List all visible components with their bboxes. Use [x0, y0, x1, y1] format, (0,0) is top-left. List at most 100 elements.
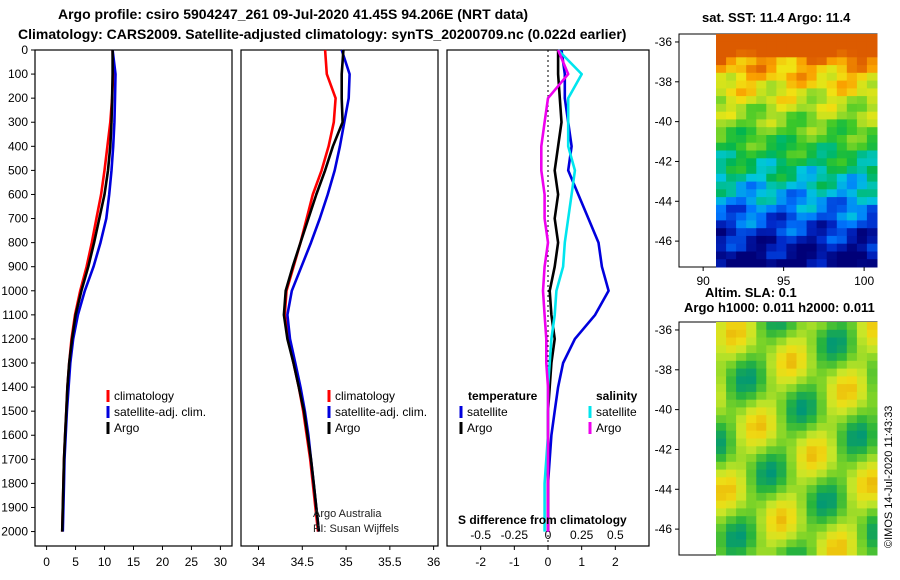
sst-cell [816, 127, 828, 136]
sst-cell [796, 228, 808, 237]
sla-cell [786, 492, 797, 502]
sst-cell [756, 88, 767, 97]
sst-cell [726, 119, 737, 128]
sst-cell [816, 251, 828, 260]
sla-cell [836, 329, 848, 339]
sst-cell [756, 57, 767, 66]
sla-cell [786, 500, 797, 509]
sst-cell [806, 80, 818, 89]
temperature-x-tick-label: 10 [98, 555, 112, 569]
sla-cell [746, 368, 757, 377]
sst-cell [786, 251, 797, 260]
sla-cell [716, 508, 727, 517]
sla-cell [776, 485, 787, 494]
sla-cell [726, 353, 737, 362]
sla-cell [856, 360, 868, 370]
sst-cell [776, 119, 787, 128]
sla-cell [816, 407, 828, 416]
sst-cell [756, 135, 767, 144]
sst-cell [736, 235, 747, 245]
sla-cell [796, 407, 808, 416]
sst-cell [836, 80, 848, 89]
sst-cell [716, 220, 727, 229]
sst-cell [856, 96, 868, 105]
difference-tick-label: 1 [578, 555, 585, 569]
sla-cell [826, 461, 838, 471]
sla-cell [786, 485, 797, 494]
sst-cell [786, 72, 797, 82]
sla-cell [726, 477, 737, 486]
credit-pi: PI: Susan Wijffels [313, 523, 399, 535]
sla-cell [726, 516, 737, 525]
sst-cell [846, 127, 858, 136]
depth-tick-label: 300 [8, 115, 28, 129]
sla-cell [826, 407, 838, 416]
sst-cell [796, 204, 808, 214]
sst-cell [806, 111, 818, 120]
sst-cell [796, 88, 808, 97]
salinity-diff-tick-label: -0.5 [470, 528, 491, 542]
sla-cell [846, 353, 858, 362]
sst-cell [856, 65, 868, 74]
sst-cell [816, 220, 828, 229]
sla-cell [756, 376, 767, 385]
sst-cell [736, 204, 747, 214]
sla-cell [716, 523, 727, 533]
salinity-legend: climatology satellite-adj. clim. Argo [327, 389, 427, 435]
sst-cell [726, 197, 737, 206]
sst-cell [776, 251, 787, 260]
sst-cell [846, 197, 858, 206]
sst-cell [856, 212, 868, 221]
sla-cell [756, 423, 767, 432]
sst-cell [846, 158, 858, 167]
sla-cell [866, 430, 878, 439]
sla-cell [866, 539, 878, 548]
sst-cell [816, 259, 828, 268]
sla-cell [846, 322, 858, 331]
sst-cell [796, 150, 808, 159]
sla-cell [816, 492, 828, 502]
sla-cell [856, 461, 868, 471]
sla-cell [756, 391, 767, 401]
sst-cell [796, 181, 808, 190]
sla-cell [746, 376, 757, 385]
sla-cell [766, 438, 777, 447]
sla-cell [826, 384, 838, 393]
sst-cell [816, 72, 828, 82]
sla-cell [806, 531, 818, 540]
sst-cell [746, 41, 757, 51]
sla-cell [806, 547, 818, 556]
sla-cell [716, 539, 727, 548]
sla-cell [746, 391, 757, 401]
difference-legend: temperature satellite Argo salinity sate… [459, 389, 638, 435]
sla-cell [826, 337, 838, 346]
sla-cell [866, 399, 878, 408]
sst-cell [756, 212, 767, 221]
sst-cell [856, 259, 868, 268]
sst-cell [806, 251, 818, 260]
sst-cell [726, 251, 737, 260]
sla-cell [866, 469, 878, 478]
sst-cell [776, 204, 787, 214]
sla-cell [756, 485, 767, 494]
sla-cell [796, 360, 808, 370]
sst-cell [746, 158, 757, 167]
sst-cell [846, 235, 858, 245]
sst-cell [746, 228, 757, 237]
sla-cell [826, 438, 838, 447]
sla-cell [716, 461, 727, 471]
sla-cell [776, 407, 787, 416]
sla-cell [756, 492, 767, 502]
sst-cell [816, 166, 828, 175]
sla-cell [776, 446, 787, 455]
sst-cell [856, 142, 868, 151]
sla-cell [766, 461, 777, 471]
sst-cell [866, 80, 878, 89]
sst-cell [836, 103, 848, 113]
sst-cell [786, 111, 797, 120]
sst-cell [766, 197, 777, 206]
salinity-diff-tick-label: -0.25 [501, 528, 529, 542]
sst-cell [846, 150, 858, 159]
sla-cell [836, 391, 848, 401]
sst-cell [756, 166, 767, 175]
